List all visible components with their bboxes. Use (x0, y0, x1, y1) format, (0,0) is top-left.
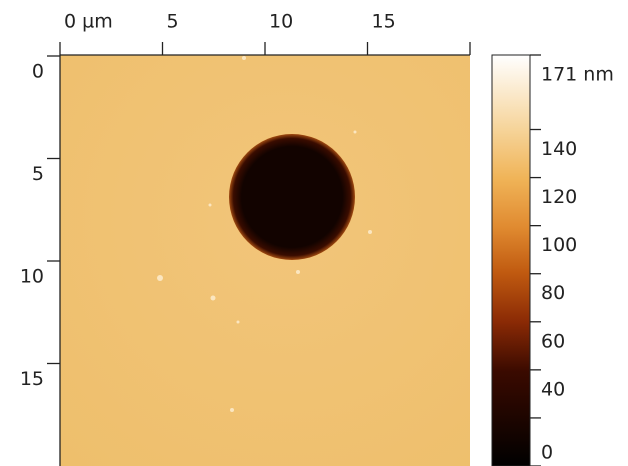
colorbar-tick-label: 60 (541, 330, 565, 352)
colorbar-tick-label: 0 (541, 442, 553, 464)
x-tick-label: 15 (372, 11, 396, 33)
colorbar-tick-label: 100 (541, 234, 577, 256)
y-tick-label: 10 (20, 266, 44, 288)
hole (229, 134, 355, 260)
afm-image (60, 55, 470, 466)
y-tick-label: 5 (32, 163, 44, 185)
colorbar-tick-label: 140 (541, 138, 577, 160)
colorbar-tick-label: 40 (541, 378, 565, 400)
colorbar-tick-label: 80 (541, 282, 565, 304)
y-tick-label: 15 (20, 368, 44, 390)
x-tick-label: 5 (167, 11, 179, 33)
colorbar-tick-label: 120 (541, 186, 577, 208)
x-tick-label: 0 µm (64, 11, 113, 33)
colorbar-tick-label: 171 nm (541, 64, 614, 86)
colorbar (491, 54, 531, 466)
particles (157, 56, 372, 412)
x-tick-label: 10 (269, 11, 293, 33)
y-tick-label: 0 (32, 61, 44, 83)
